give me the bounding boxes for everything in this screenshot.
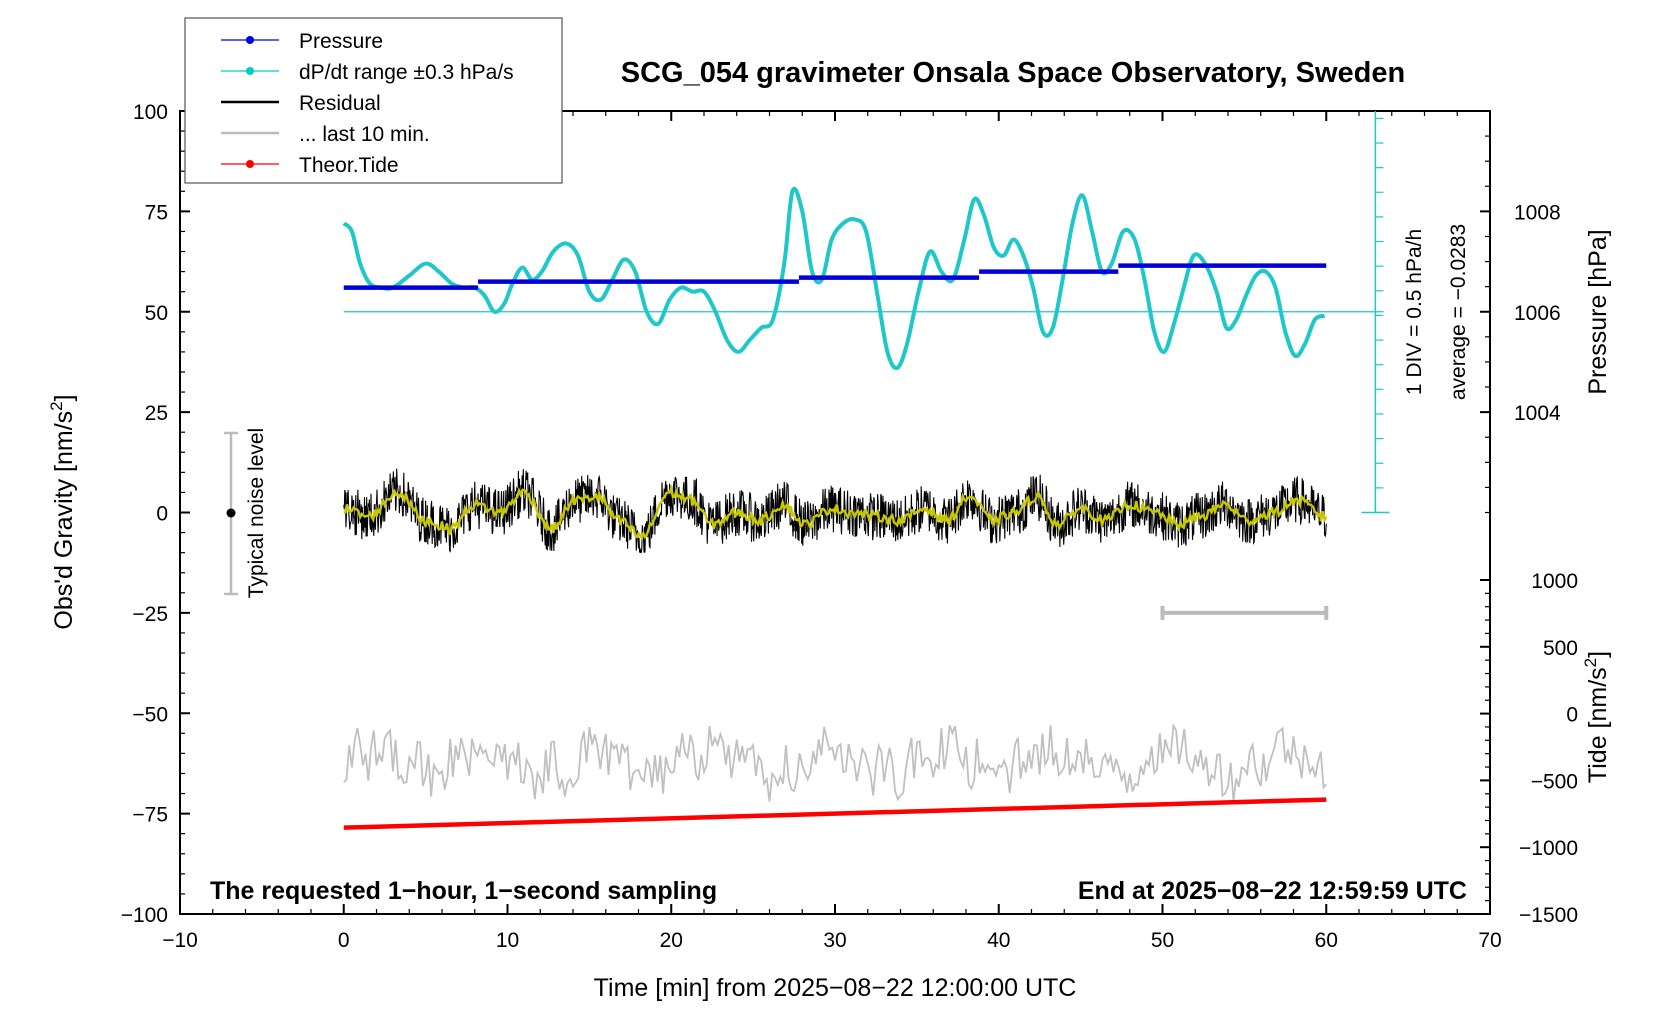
x-tick-label: 0 <box>338 929 350 952</box>
y-tick-label: 75 <box>145 201 168 224</box>
y-tick-label: −100 <box>121 904 168 927</box>
tide-line <box>343 797 1327 830</box>
tide-tick-label: −500 <box>1531 770 1578 793</box>
x-tick-label: 30 <box>823 929 846 952</box>
tide-tick-label: 1000 <box>1531 570 1578 593</box>
average-label: average = −0.0283 <box>1447 224 1470 400</box>
legend-label: Theor.Tide <box>299 154 399 177</box>
y-tick-label: −75 <box>132 804 168 827</box>
x-tick-label: 50 <box>1151 929 1174 952</box>
y-axis-title: Obs'd Gravity [nm/s2] <box>47 394 78 629</box>
x-tick-label: 20 <box>660 929 683 952</box>
legend-box <box>184 17 563 184</box>
legend-marker <box>246 160 254 168</box>
y-tick-label: −50 <box>132 703 168 726</box>
x-axis-title: Time [min] from 2025−08−22 12:00:00 UTC <box>594 974 1077 1002</box>
tide-axis-title: Tide [nm/s2] <box>1581 651 1612 783</box>
footer-right: End at 2025−08−22 12:59:59 UTC <box>1078 877 1467 905</box>
chart-title: SCG_054 gravimeter Onsala Space Observat… <box>621 57 1405 89</box>
residual-smoothed-line <box>343 484 1328 540</box>
y-tick-label: 50 <box>145 302 168 325</box>
y-tick-label: 0 <box>156 503 168 526</box>
legend-label: Residual <box>299 92 381 115</box>
legend-label: ... last 10 min. <box>299 123 430 146</box>
x-tick-label: 40 <box>987 929 1010 952</box>
tide-tick-label: −1000 <box>1519 837 1578 860</box>
noise-indicator: Typical noise level <box>224 428 268 598</box>
y-tick-label: −25 <box>132 603 168 626</box>
x-tick-label: 60 <box>1315 929 1338 952</box>
y-tick-label: 100 <box>133 101 168 124</box>
series-group <box>342 111 1390 830</box>
x-tick-label: 70 <box>1478 929 1501 952</box>
pressure-tick-label: 1006 <box>1514 302 1561 325</box>
y-axis-title-sup: 2 <box>47 401 66 410</box>
y-axis-tide: 1000 500 0 −500 −1000 −1500 <box>1480 570 1578 927</box>
legend-marker <box>246 36 254 44</box>
last10-line <box>343 723 1327 802</box>
y-tick-label: 25 <box>145 402 168 425</box>
x-tick-label: −10 <box>162 929 198 952</box>
pressure-tick-label: 1004 <box>1514 402 1561 425</box>
x-tick-label: 10 <box>496 929 519 952</box>
y-axis-pressure: 1004 1006 1008 <box>1480 201 1561 425</box>
tide-tick-label: 0 <box>1566 704 1578 727</box>
scale-label: 1 DIV = 0.5 hPa/h <box>1403 229 1426 395</box>
legend-label: dP/dt range ±0.3 hPa/s <box>299 61 514 84</box>
noise-center-dot <box>226 508 236 518</box>
legend: Pressure dP/dt range ±0.3 hPa/s Residual..… <box>184 17 563 184</box>
footer-left: The requested 1−hour, 1−second sampling <box>210 877 717 905</box>
noise-label: Typical noise level <box>245 428 268 598</box>
pressure-axis-title: Pressure [hPa] <box>1584 229 1612 394</box>
dpdt-line <box>342 186 1326 371</box>
tide-tick-label: 500 <box>1543 637 1578 660</box>
tide-axis-title-sup: 2 <box>1581 658 1600 667</box>
pressure-tick-label: 1008 <box>1514 201 1561 224</box>
tide-tick-label: −1500 <box>1519 904 1578 927</box>
legend-marker <box>246 67 254 75</box>
legend-label: Pressure <box>299 30 383 53</box>
